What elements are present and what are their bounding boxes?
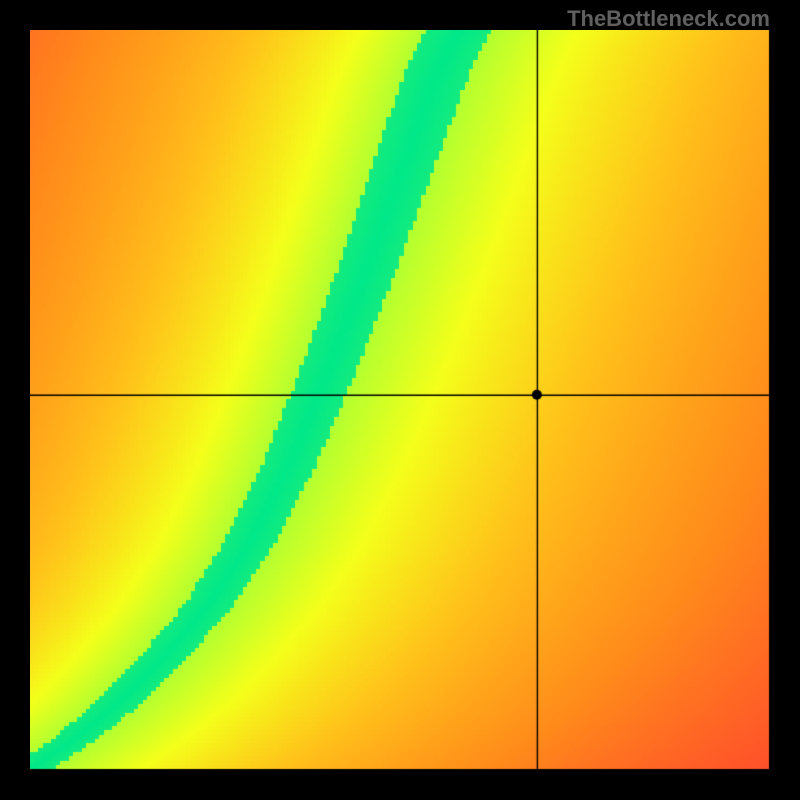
heatmap-plot bbox=[30, 30, 770, 770]
watermark-text: TheBottleneck.com bbox=[567, 6, 770, 32]
heatmap-canvas bbox=[30, 30, 770, 770]
chart-container: TheBottleneck.com bbox=[0, 0, 800, 800]
